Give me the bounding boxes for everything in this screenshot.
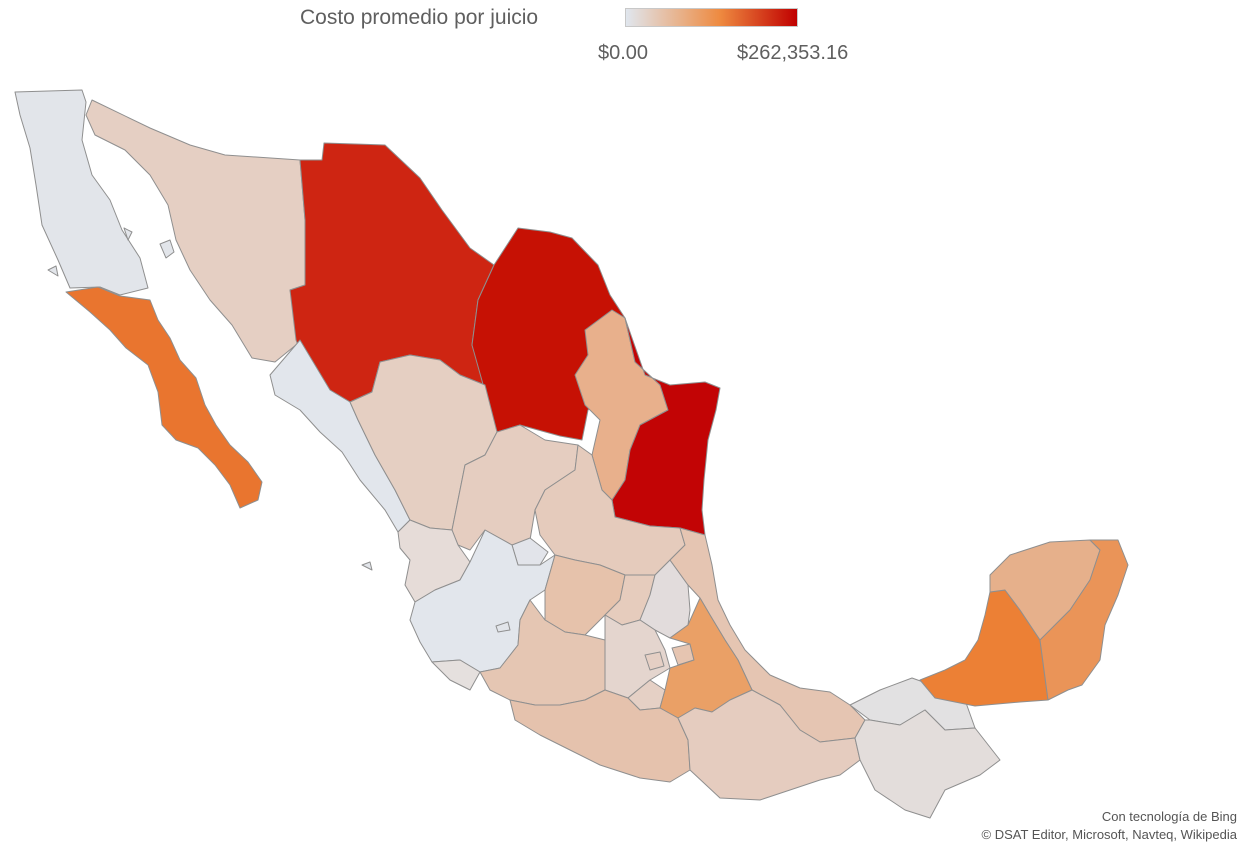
state-cdmx[interactable] xyxy=(644,651,665,671)
legend-gradient-bar xyxy=(625,8,798,27)
state-baja-california-sur[interactable] xyxy=(65,286,263,509)
copyright-attribution: © DSAT Editor, Microsoft, Navteq, Wikipe… xyxy=(981,827,1237,842)
legend-max-label: $262,353.16 xyxy=(737,42,849,64)
state-quintana-roo[interactable] xyxy=(1039,539,1129,701)
legend-min-label: $0.00 xyxy=(598,42,649,64)
legend-title: Costo promedio por juicio xyxy=(300,6,539,29)
state-baja-california[interactable] xyxy=(14,89,149,296)
state-sonora[interactable] xyxy=(85,99,306,363)
small-islands xyxy=(47,227,511,633)
state-chiapas[interactable] xyxy=(854,709,1001,819)
bing-attribution: Con tecnología de Bing xyxy=(1101,809,1237,824)
state-colima[interactable] xyxy=(431,659,481,691)
